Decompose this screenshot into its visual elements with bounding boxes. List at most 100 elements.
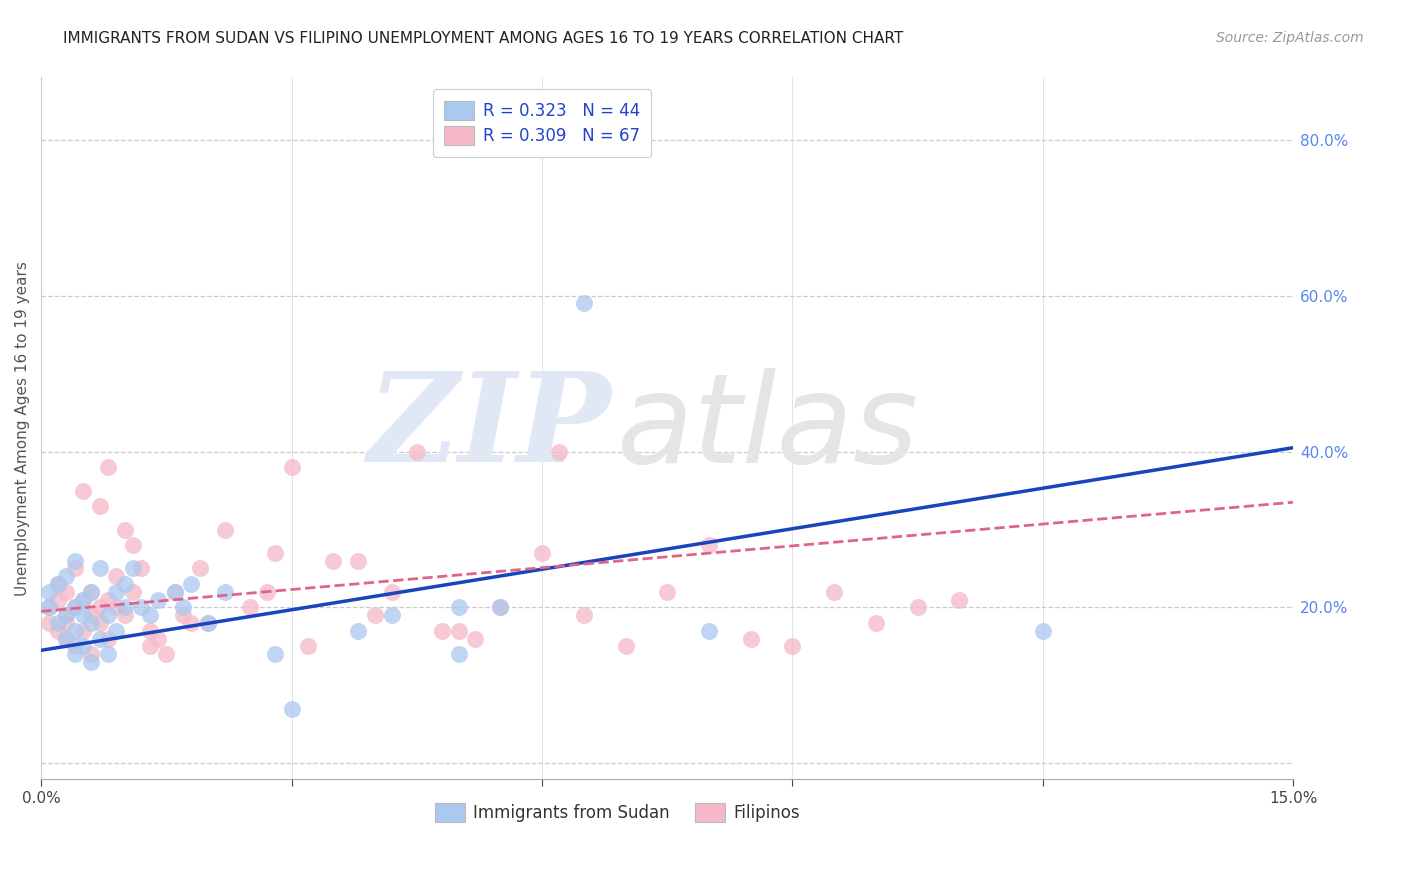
Point <box>46 577 69 591</box>
Point <box>172 600 194 615</box>
Point <box>46 592 69 607</box>
Point <box>63 600 86 615</box>
Point <box>381 585 404 599</box>
Point <box>138 640 160 654</box>
Point <box>347 554 370 568</box>
Point <box>865 615 887 630</box>
Point <box>129 600 152 615</box>
Point <box>38 600 60 615</box>
Point <box>105 600 128 615</box>
Point <box>1032 624 1054 638</box>
Point <box>55 632 77 646</box>
Point <box>72 640 94 654</box>
Point <box>46 624 69 638</box>
Point <box>80 608 103 623</box>
Point <box>63 647 86 661</box>
Point <box>180 577 202 591</box>
Point <box>572 608 595 623</box>
Point <box>122 538 145 552</box>
Text: Source: ZipAtlas.com: Source: ZipAtlas.com <box>1216 31 1364 45</box>
Point <box>129 561 152 575</box>
Point <box>72 592 94 607</box>
Point <box>489 600 512 615</box>
Point <box>263 546 285 560</box>
Point <box>80 655 103 669</box>
Point <box>430 624 453 638</box>
Point <box>146 592 169 607</box>
Point <box>114 608 136 623</box>
Point <box>114 523 136 537</box>
Point <box>80 615 103 630</box>
Point <box>697 624 720 638</box>
Point <box>80 585 103 599</box>
Point <box>197 615 219 630</box>
Point <box>55 585 77 599</box>
Point <box>163 585 186 599</box>
Text: atlas: atlas <box>617 368 920 489</box>
Point <box>547 444 569 458</box>
Point <box>823 585 845 599</box>
Point <box>146 632 169 646</box>
Point <box>105 569 128 583</box>
Point <box>97 592 120 607</box>
Point <box>697 538 720 552</box>
Point <box>322 554 344 568</box>
Point <box>63 640 86 654</box>
Point <box>614 640 637 654</box>
Point <box>782 640 804 654</box>
Point <box>80 585 103 599</box>
Point <box>122 585 145 599</box>
Point <box>447 647 470 661</box>
Point <box>55 632 77 646</box>
Point <box>122 561 145 575</box>
Point <box>89 499 111 513</box>
Point <box>55 608 77 623</box>
Point <box>239 600 262 615</box>
Point <box>489 600 512 615</box>
Point <box>347 624 370 638</box>
Point <box>364 608 387 623</box>
Point <box>55 615 77 630</box>
Point <box>907 600 929 615</box>
Point <box>214 585 236 599</box>
Point <box>97 608 120 623</box>
Point <box>280 460 302 475</box>
Point <box>138 624 160 638</box>
Point <box>63 600 86 615</box>
Point <box>280 702 302 716</box>
Point <box>46 577 69 591</box>
Text: ZIP: ZIP <box>367 368 610 489</box>
Point <box>263 647 285 661</box>
Point <box>297 640 319 654</box>
Point <box>214 523 236 537</box>
Point <box>948 592 970 607</box>
Point <box>447 624 470 638</box>
Point <box>38 600 60 615</box>
Point <box>163 585 186 599</box>
Point <box>72 483 94 498</box>
Point <box>97 647 120 661</box>
Point <box>38 585 60 599</box>
Point <box>80 647 103 661</box>
Point <box>155 647 177 661</box>
Point <box>572 296 595 310</box>
Point <box>740 632 762 646</box>
Point <box>105 624 128 638</box>
Point <box>464 632 486 646</box>
Point <box>89 561 111 575</box>
Point <box>55 608 77 623</box>
Point <box>72 608 94 623</box>
Point <box>63 554 86 568</box>
Point <box>46 615 69 630</box>
Point <box>114 577 136 591</box>
Text: IMMIGRANTS FROM SUDAN VS FILIPINO UNEMPLOYMENT AMONG AGES 16 TO 19 YEARS CORRELA: IMMIGRANTS FROM SUDAN VS FILIPINO UNEMPL… <box>63 31 904 46</box>
Point <box>89 632 111 646</box>
Point <box>114 600 136 615</box>
Point <box>447 600 470 615</box>
Legend: Immigrants from Sudan, Filipinos: Immigrants from Sudan, Filipinos <box>423 791 811 834</box>
Point <box>72 592 94 607</box>
Point <box>405 444 427 458</box>
Point <box>63 624 86 638</box>
Point <box>172 608 194 623</box>
Point <box>38 615 60 630</box>
